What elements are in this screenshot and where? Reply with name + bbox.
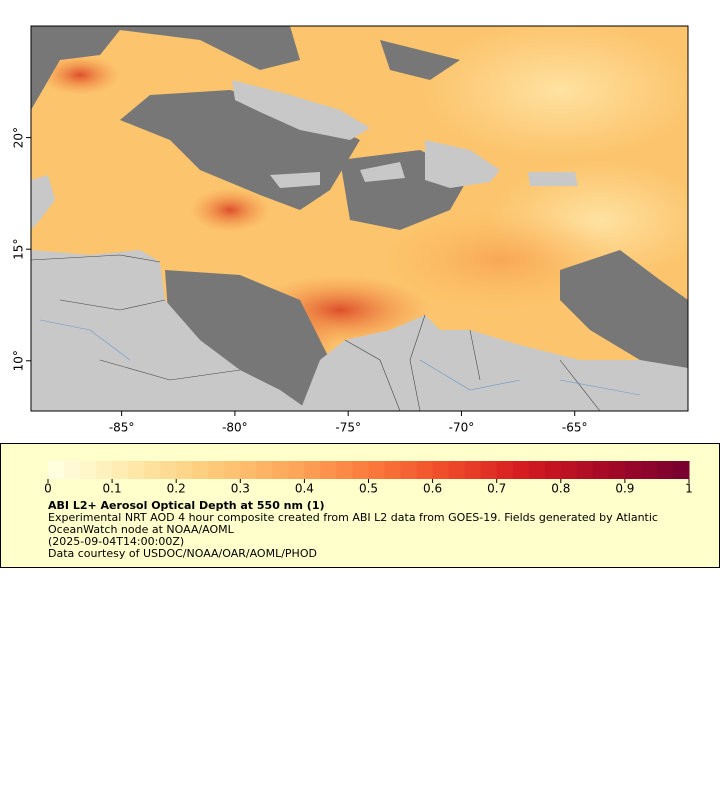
- colorbar-tick-label: 0.7: [487, 482, 506, 496]
- colorbar-segment: [528, 461, 546, 479]
- y-tick-label: 20°: [12, 127, 26, 148]
- map: -85° -80° -75° -70° -65° 10° 15° 20°: [12, 25, 689, 435]
- colorbar-segment: [640, 461, 658, 479]
- description: Experimental NRT AOD 4 hour composite cr…: [48, 511, 658, 536]
- colorbar-segment: [112, 461, 129, 479]
- colorbar-segment: [384, 461, 402, 479]
- map-frame: [30, 25, 689, 412]
- colorbar-segment: [128, 461, 145, 479]
- colorbar-tick-label: 1: [685, 482, 693, 496]
- colorbar-segment: [288, 461, 305, 479]
- colorbar-segment: [656, 461, 674, 479]
- map-image: [31, 26, 688, 411]
- timestamp: (2025-09-04T14:00:00Z): [48, 535, 185, 548]
- colorbar-tick-label: 0.9: [615, 482, 634, 496]
- colorbar-segment: [560, 461, 578, 479]
- colorbar-segment: [320, 461, 337, 479]
- x-tick-label: -85°: [109, 421, 135, 435]
- colorbar-segment: [80, 461, 97, 479]
- colorbar-segment: [352, 461, 369, 479]
- x-tick-label: -75°: [335, 421, 361, 435]
- colorbar-segment: [608, 461, 626, 479]
- colorbar-segment: [496, 461, 514, 479]
- colorbar-segment: [592, 461, 610, 479]
- colorbar-segment: [464, 461, 482, 479]
- x-tick-label: -65°: [562, 421, 588, 435]
- colorbar-segment: [336, 461, 353, 479]
- colorbar-segment: [192, 461, 209, 479]
- colorbar-segment: [240, 461, 257, 479]
- colorbar-segment: [256, 461, 273, 479]
- colorbar-segment: [304, 461, 321, 479]
- colorbar-segment: [160, 461, 177, 479]
- legend-title: ABI L2+ Aerosol Optical Depth at 550 nm …: [48, 499, 325, 512]
- colorbar-segment: [672, 461, 690, 479]
- colorbar-segment: [448, 461, 466, 479]
- colorbar-tick-label: 0: [44, 482, 52, 496]
- x-tick-label: -80°: [222, 421, 248, 435]
- colorbar-tick-label: 0.2: [167, 482, 186, 496]
- colorbar-segment: [416, 461, 434, 479]
- y-tick-label: 15°: [12, 239, 26, 260]
- colorbar-segment: [48, 461, 65, 479]
- colorbar-segment: [400, 461, 418, 479]
- legend: 0 0.1 0.2 0.3 0.4 0.5 0.6 0.7 0.8 0.9 1 ABI L2+ Ae…: [0, 443, 720, 568]
- colorbar-segment: [480, 461, 498, 479]
- colorbar-segment: [624, 461, 642, 479]
- legend-text: ABI L2+ Aerosol Optical Depth at 550 nm …: [48, 500, 688, 560]
- colorbar-segment: [368, 461, 386, 479]
- colorbar-segment: [144, 461, 161, 479]
- x-tick-label: -70°: [449, 421, 475, 435]
- colorbar-tick-label: 0.4: [295, 482, 314, 496]
- colorbar-segment: [272, 461, 289, 479]
- colorbar-segment: [64, 461, 81, 479]
- colorbar-tick-label: 0.5: [359, 482, 378, 496]
- colorbar-segment: [432, 461, 450, 479]
- colorbar-segment: [576, 461, 594, 479]
- y-tick-label: 10°: [12, 350, 26, 371]
- colorbar-tick-label: 0.1: [103, 482, 122, 496]
- colorbar-tick-label: 0.8: [551, 482, 570, 496]
- colorbar: 0 0.1 0.2 0.3 0.4 0.5 0.6 0.7 0.8 0.9 1: [44, 461, 693, 496]
- credit: Data courtesy of USDOC/NOAA/OAR/AOML/PHO…: [48, 547, 317, 560]
- colorbar-segment: [208, 461, 225, 479]
- colorbar-segment: [176, 461, 193, 479]
- colorbar-tick-label: 0.6: [423, 482, 442, 496]
- colorbar-segment: [96, 461, 113, 479]
- colorbar-tick-label: 0.3: [231, 482, 250, 496]
- colorbar-segment: [544, 461, 562, 479]
- colorbar-segment: [512, 461, 530, 479]
- colorbar-segment: [224, 461, 241, 479]
